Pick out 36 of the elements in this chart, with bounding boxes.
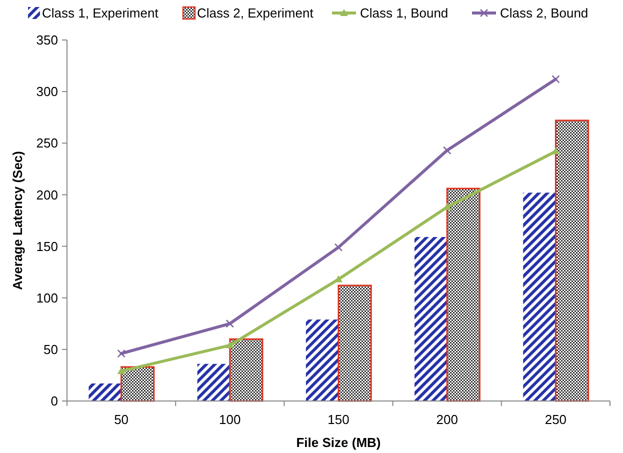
y-tick-label: 250 bbox=[36, 136, 58, 151]
y-axis-title: Average Latency (Sec) bbox=[10, 151, 25, 290]
bar bbox=[554, 120, 590, 402]
bar bbox=[523, 192, 556, 401]
x-tick-label: 50 bbox=[114, 412, 129, 427]
point bbox=[117, 349, 126, 358]
bar bbox=[338, 284, 372, 402]
bar bbox=[446, 188, 480, 402]
point bbox=[442, 146, 452, 155]
point bbox=[226, 341, 234, 348]
y-tick-label: 100 bbox=[36, 290, 58, 306]
legend-label: Class 2, Experiment bbox=[197, 6, 314, 21]
y-tick-label: 0 bbox=[50, 394, 58, 409]
legend-label: Class 1, Bound bbox=[360, 6, 448, 21]
y-tick-label: 200 bbox=[36, 187, 58, 202]
x-tick-label: 200 bbox=[436, 412, 458, 427]
x-tick-label: 100 bbox=[219, 412, 241, 427]
bar bbox=[306, 320, 338, 401]
bar bbox=[197, 364, 230, 401]
bar bbox=[229, 338, 264, 402]
bar bbox=[88, 383, 122, 401]
point bbox=[334, 243, 343, 252]
y-tick-label: 350 bbox=[36, 32, 58, 48]
bar bbox=[120, 366, 155, 402]
y-tick-label: 300 bbox=[36, 84, 58, 100]
x-axis-title: File Size (MB) bbox=[296, 435, 381, 450]
point bbox=[552, 75, 560, 84]
point bbox=[117, 367, 126, 374]
bar bbox=[414, 237, 448, 401]
point bbox=[226, 319, 234, 328]
y-tick-label: 50 bbox=[44, 342, 58, 357]
y-tick-label: 150 bbox=[36, 238, 58, 254]
x-tick-label: 250 bbox=[544, 412, 567, 427]
legend-label: Class 2, Bound bbox=[500, 6, 588, 21]
x-tick-label: 150 bbox=[328, 412, 350, 427]
legend-label: Class 1, Experiment bbox=[42, 6, 159, 21]
